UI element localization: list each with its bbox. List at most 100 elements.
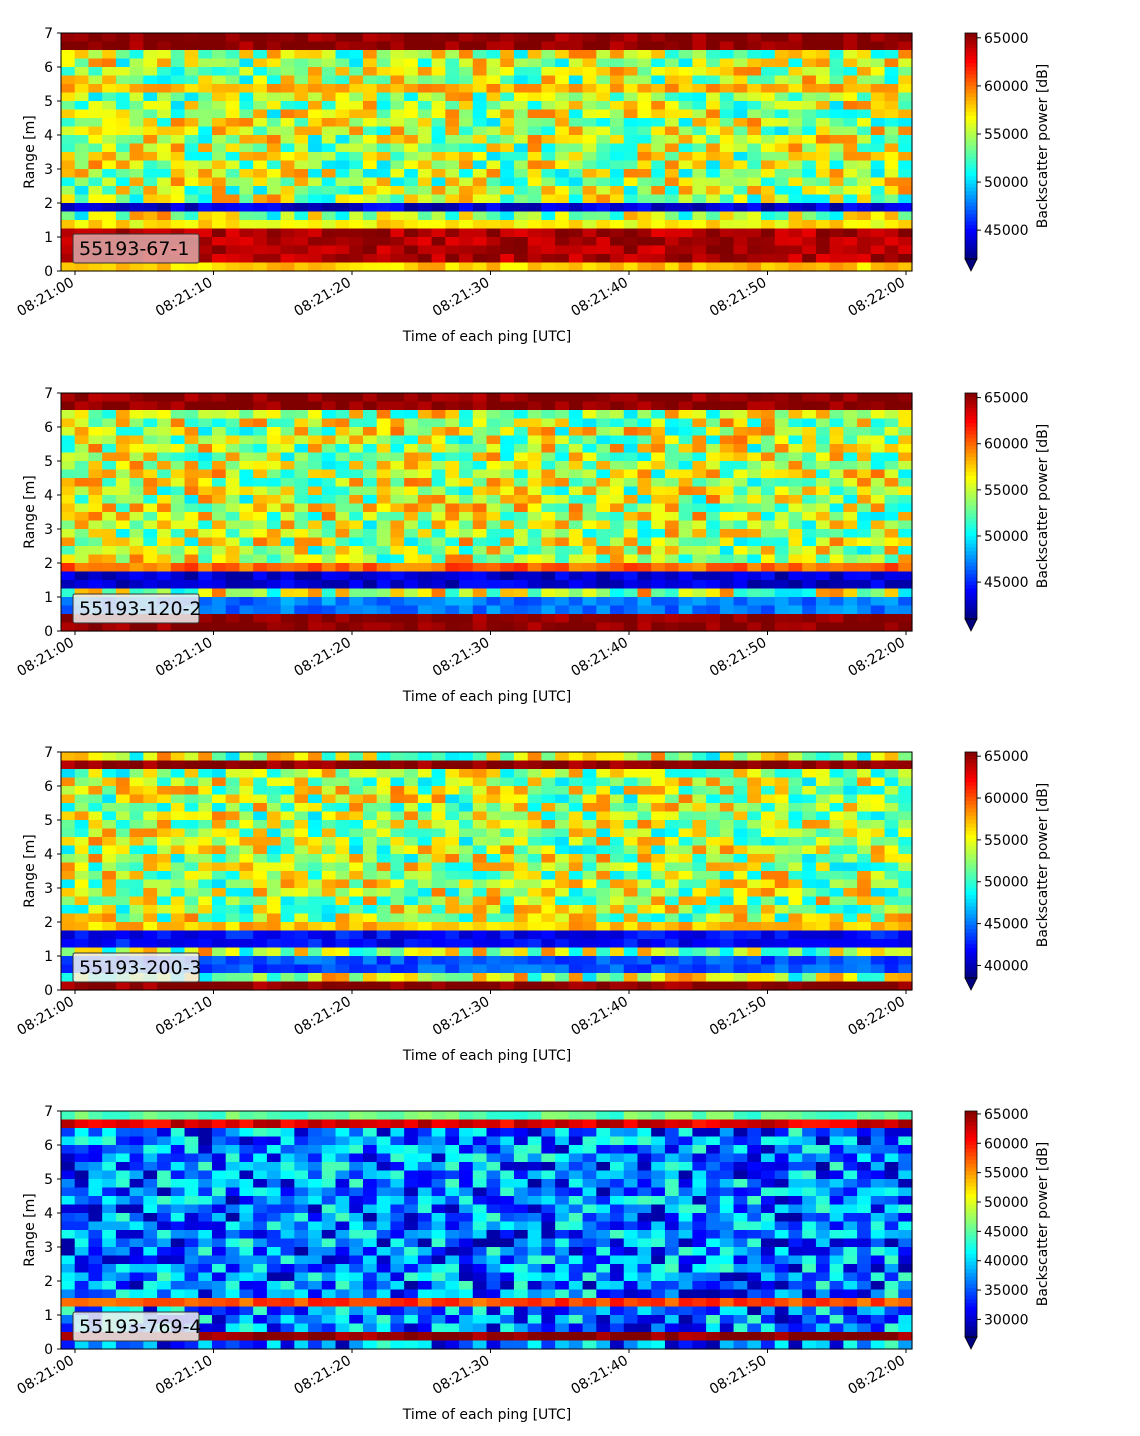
heatmap-cell <box>74 879 90 889</box>
heatmap-cell <box>294 512 309 522</box>
heatmap-cell <box>555 777 570 787</box>
heatmap-cell <box>211 605 227 615</box>
heatmap-cell <box>335 871 350 881</box>
heatmap-cell <box>802 597 817 607</box>
heatmap-cell <box>390 769 405 779</box>
heatmap-cell <box>445 109 460 119</box>
heatmap-cell <box>541 769 556 779</box>
heatmap-cell <box>513 614 529 624</box>
heatmap-cell <box>747 418 762 428</box>
heatmap-cell <box>349 245 364 255</box>
heatmap-cell <box>568 854 584 864</box>
heatmap-cell <box>651 452 666 462</box>
colorbar-segment <box>965 40 977 45</box>
heatmap-cell <box>527 905 543 915</box>
heatmap-cell <box>472 922 488 932</box>
heatmap-cell <box>266 452 282 462</box>
heatmap-cell <box>335 135 350 145</box>
heatmap-cell <box>568 75 584 85</box>
heatmap-cell <box>321 529 337 539</box>
heatmap-cell <box>733 109 748 119</box>
heatmap-cell <box>61 495 76 505</box>
heatmap-cell <box>678 605 693 615</box>
heatmap-cell <box>678 794 693 804</box>
heatmap-cell <box>692 427 707 437</box>
heatmap-cell <box>431 922 446 932</box>
heatmap-cell <box>692 554 707 564</box>
heatmap-cell <box>390 177 405 187</box>
heatmap-cell <box>253 811 268 821</box>
heatmap-cell <box>692 228 707 238</box>
heatmap-cell <box>802 135 817 145</box>
heatmap-cell <box>678 435 693 445</box>
heatmap-cell <box>294 973 309 983</box>
heatmap-cell <box>459 563 474 573</box>
heatmap-cell <box>610 92 625 102</box>
heatmap-cell <box>404 262 419 272</box>
heatmap-cell <box>431 461 446 471</box>
heatmap-cell <box>582 837 597 847</box>
heatmap-cell <box>486 478 501 488</box>
heatmap-cell <box>102 777 117 787</box>
heatmap-cell <box>664 410 680 420</box>
heatmap-cell <box>692 75 707 85</box>
heatmap-cell <box>623 143 639 153</box>
heatmap-cell <box>596 220 611 230</box>
heatmap-cell <box>88 563 103 573</box>
heatmap-cell <box>445 820 460 830</box>
heatmap-cell <box>376 228 392 238</box>
heatmap-cell <box>829 469 844 479</box>
heatmap-cell <box>431 211 446 221</box>
heatmap-cell <box>157 84 172 94</box>
heatmap-cell <box>870 186 886 196</box>
heatmap-cell <box>651 837 666 847</box>
heatmap-cell <box>747 580 762 590</box>
heatmap-cell <box>376 854 392 864</box>
heatmap-cell <box>253 554 268 564</box>
heatmap-cell <box>692 177 707 187</box>
heatmap-cell <box>417 794 433 804</box>
heatmap-cell <box>555 794 570 804</box>
heatmap-cell <box>280 126 295 136</box>
heatmap-cell <box>376 871 392 881</box>
heatmap-cell <box>266 769 282 779</box>
heatmap-cell <box>664 512 680 522</box>
heatmap-cell <box>362 529 378 539</box>
heatmap-cell <box>459 854 474 864</box>
heatmap-cell <box>404 486 419 496</box>
heatmap-cell <box>651 254 666 264</box>
heatmap-cell <box>555 913 570 923</box>
heatmap-cell <box>815 478 831 488</box>
heatmap-cell <box>376 939 392 949</box>
heatmap-cell <box>74 981 90 991</box>
heatmap-cell <box>308 605 323 615</box>
heatmap-cell <box>308 126 323 136</box>
heatmap-cell <box>88 503 103 513</box>
heatmap-cell <box>541 922 556 932</box>
heatmap-cell <box>157 92 172 102</box>
heatmap-cell <box>362 228 378 238</box>
heatmap-cell <box>802 126 817 136</box>
heatmap-cell <box>459 537 474 547</box>
heatmap-cell <box>253 220 268 230</box>
heatmap-cell <box>637 418 652 428</box>
heatmap-cell <box>692 50 707 60</box>
heatmap-cell <box>102 879 117 889</box>
heatmap-cell <box>774 529 790 539</box>
heatmap-cell <box>815 537 831 547</box>
heatmap-cell <box>294 803 309 813</box>
heatmap-cell <box>541 811 556 821</box>
heatmap-cell <box>308 614 323 624</box>
heatmap-cell <box>459 622 474 632</box>
heatmap-cell <box>143 152 158 162</box>
heatmap-cell <box>335 228 350 238</box>
heatmap-cell <box>637 554 652 564</box>
heatmap-cell <box>349 50 364 60</box>
heatmap-cell <box>774 588 790 598</box>
heatmap-cell <box>829 537 844 547</box>
heatmap-cell <box>610 435 625 445</box>
heatmap-cell <box>513 427 529 437</box>
heatmap-cell <box>170 871 186 881</box>
heatmap-cell <box>500 109 515 119</box>
